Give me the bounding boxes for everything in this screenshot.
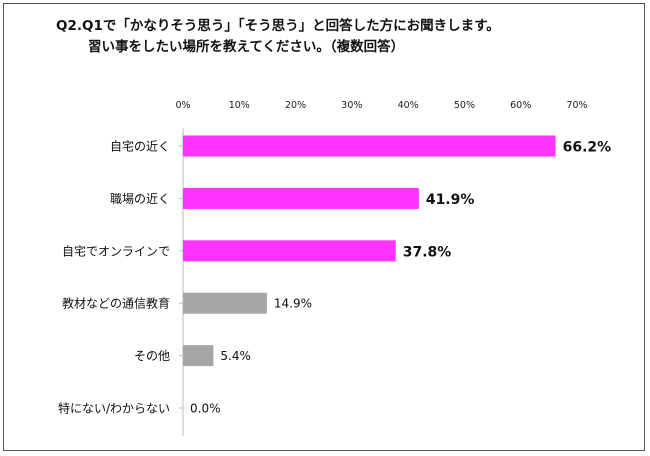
bar — [183, 135, 556, 157]
x-tick-label: 0% — [175, 100, 190, 111]
chart-title-line-1: Q2.Q1で「かなりそう思う」「そう思う」と回答した方にお聞きします。 — [56, 18, 500, 34]
x-tick-label: 60% — [510, 100, 531, 111]
data-label: 0.0% — [190, 402, 221, 416]
x-tick-label: 70% — [566, 100, 587, 111]
bar — [183, 345, 214, 367]
category-label: 職場の近く — [110, 192, 170, 206]
category-label: 自宅の近く — [110, 139, 170, 154]
data-label: 5.4% — [220, 349, 251, 363]
bar — [183, 187, 419, 209]
chart-frame — [3, 3, 645, 451]
x-tick-label: 10% — [229, 100, 250, 111]
bar — [183, 292, 267, 314]
category-label: 自宅でオンラインで — [62, 243, 170, 258]
category-label: その他 — [134, 349, 170, 363]
x-tick-label: 20% — [285, 100, 306, 111]
bar — [183, 240, 396, 262]
data-label: 14.9% — [274, 297, 312, 311]
category-label: 教材などの通信教育 — [62, 296, 170, 311]
data-label: 66.2% — [563, 140, 612, 156]
chart-title: Q2.Q1で「かなりそう思う」「そう思う」と回答した方にお聞きします。 習い事を… — [0, 16, 650, 58]
x-tick-label: 40% — [398, 100, 419, 111]
chart-title-line-2: 習い事をしたい場所を教えてください。（複数回答） — [88, 39, 405, 55]
data-label: 37.8% — [403, 244, 452, 260]
category-label: 特にない/わからない — [58, 401, 170, 416]
x-tick-label: 30% — [341, 100, 362, 111]
data-label: 41.9% — [426, 192, 475, 208]
x-tick-label: 50% — [454, 100, 475, 111]
